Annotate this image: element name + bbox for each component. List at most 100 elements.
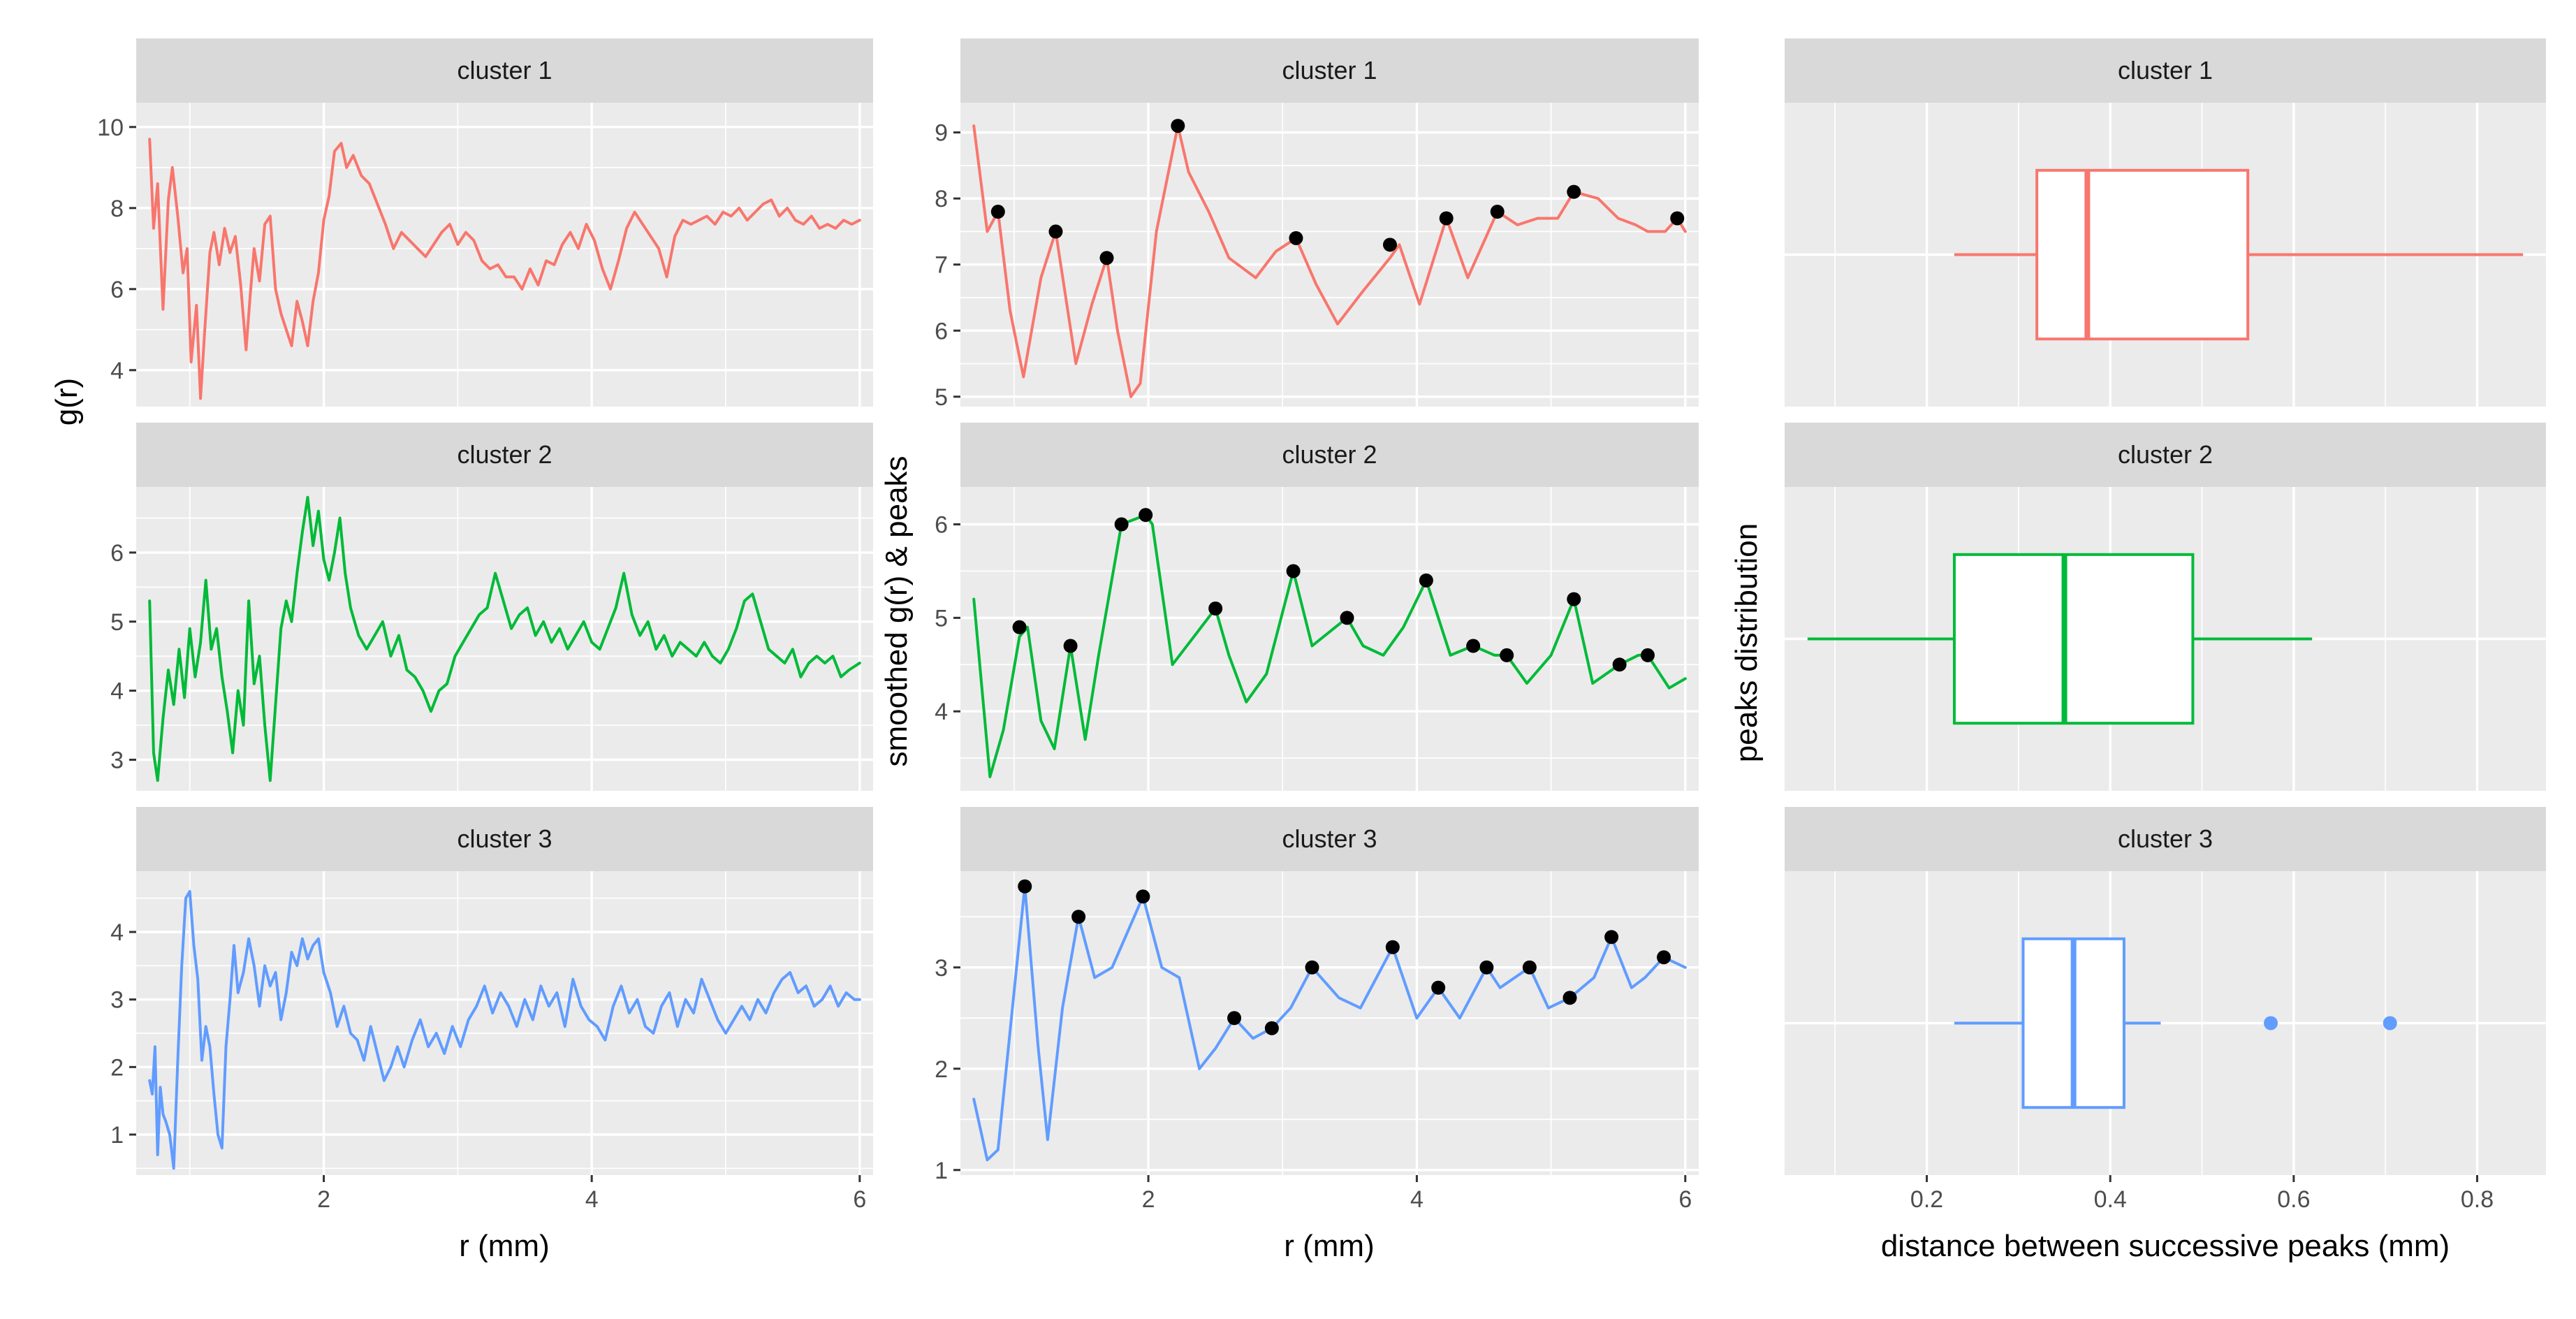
peaks-panel-3-outlier <box>2264 1016 2278 1030</box>
smoothed-panel-3-peak-point <box>1264 1021 1279 1035</box>
smoothed-panel-3-peak-point <box>1071 910 1086 924</box>
peaks-panel-3-outlier <box>2383 1016 2397 1030</box>
smoothed-panel-2-peak-point <box>1466 639 1481 653</box>
raw-panel-2-ytick-label: 4 <box>110 678 124 705</box>
raw-panel-2-strip-label: cluster 2 <box>457 440 552 469</box>
smoothed-panel-1-peak-point <box>1490 205 1505 219</box>
smoothed-panel-1-peak-point <box>1382 238 1397 252</box>
smoothed-panel-3-peak-point <box>1479 960 1494 975</box>
smoothed-panel-3-xtick-label: 6 <box>1678 1186 1692 1213</box>
peaks-panel-1-strip-label: cluster 1 <box>2118 56 2213 85</box>
peaks-panel-3-xtick-label: 0.2 <box>1910 1186 1943 1213</box>
smoothed-panel-3-peak-point <box>1385 940 1400 954</box>
raw-panel-1-series-line <box>148 138 861 400</box>
smoothed-panel-3-ytick-label: 1 <box>935 1158 948 1184</box>
raw-panel-1-strip <box>136 38 873 103</box>
peaks-panel-2: cluster 2 <box>1785 423 2546 791</box>
smoothed-panel-2-peak-point <box>1012 620 1027 634</box>
peaks-xlabel: distance between successive peaks (mm) <box>1881 1229 2450 1263</box>
raw-panel-1-background <box>136 103 873 407</box>
smoothed-panel-2-strip <box>960 423 1699 487</box>
raw-panel-1-ytick-label: 4 <box>110 358 124 384</box>
smoothed-panel-3-xtick-label: 2 <box>1142 1186 1155 1213</box>
raw-panel-3: cluster 3 1 2 3 4 2 4 6 <box>110 807 873 1213</box>
raw-panel-3-ytick-label: 2 <box>110 1054 124 1081</box>
smoothed-panel-1-peak-point <box>1670 211 1685 226</box>
peaks-panel-2-box <box>1952 553 2195 725</box>
raw-panel-2-ytick-label: 5 <box>110 609 124 636</box>
raw-panel-3-xtick-label: 4 <box>585 1186 599 1213</box>
raw-panel-3-xtick-label: 6 <box>853 1186 866 1213</box>
raw-xlabel: r (mm) <box>459 1229 550 1263</box>
raw-panel-2-series-line <box>148 495 861 782</box>
smoothed-ylabel: smoothed g(r) & peaks <box>879 456 914 766</box>
raw-panel-3-background <box>136 871 873 1175</box>
peaks-ylabel: peaks distribution <box>1729 523 1764 762</box>
smoothed-panel-3-peak-point <box>1136 889 1150 904</box>
smoothed-panel-2-ytick-label: 5 <box>935 605 948 632</box>
smoothed-panel-1: cluster 1 5 6 7 8 9 <box>935 38 1699 411</box>
smoothed-panel-2-ytick-label: 4 <box>935 699 948 725</box>
smoothed-panel-1-peak-point <box>1171 119 1185 133</box>
smoothed-panel-3-background <box>960 871 1699 1175</box>
raw-panel-3-ytick-label: 3 <box>110 987 124 1014</box>
smoothed-panel-1-peak-point <box>1567 184 1581 199</box>
raw-panel-3-series-line <box>148 890 861 1170</box>
smoothed-panel-3-peak-point <box>1431 980 1446 995</box>
smoothed-panel-2-peak-point <box>1340 611 1354 625</box>
raw-panel-3-ytick-label: 4 <box>110 919 124 946</box>
peaks-panel-3-strip <box>1785 807 2546 871</box>
smoothed-panel-1-ytick-label: 7 <box>935 252 948 279</box>
peaks-panel-3-xtick-label: 0.8 <box>2461 1186 2494 1213</box>
smoothed-panel-3-ytick-label: 3 <box>935 955 948 982</box>
smoothed-panel-1-background <box>960 103 1699 407</box>
peaks-panel-1: cluster 1 <box>1785 38 2546 407</box>
smoothed-panel-1-ytick-label: 6 <box>935 318 948 344</box>
smoothed-panel-1-peak-point <box>990 205 1005 219</box>
smoothed-panel-2-background <box>960 487 1699 791</box>
raw-panel-2-strip <box>136 423 873 487</box>
raw-panel-2-background <box>136 487 873 791</box>
smoothed-panel-2-peak-point <box>1567 592 1581 606</box>
smoothed-panel-3-peak-point <box>1604 930 1619 945</box>
peaks-panel-3-strip-label: cluster 3 <box>2118 824 2213 853</box>
raw-panel-2-ytick-label: 6 <box>110 540 124 567</box>
smoothed-panel-2-ytick-label: 6 <box>935 512 948 539</box>
smoothed-panel-2-peak-point <box>1286 564 1301 578</box>
smoothed-panel-1-peak-point <box>1439 211 1454 226</box>
smoothed-panel-1-peak-point <box>1048 224 1063 239</box>
smoothed-panel-3-peak-point <box>1563 991 1577 1005</box>
raw-panel-3-ytick-label: 1 <box>110 1122 124 1149</box>
raw-panel-3-strip <box>136 807 873 871</box>
smoothed-panel-3-strip-label: cluster 3 <box>1282 824 1377 853</box>
smoothed-panel-1-strip <box>960 38 1699 103</box>
smoothed-panel-1-peak-point <box>1289 231 1303 245</box>
smoothed-panel-2-peak-point <box>1139 508 1153 523</box>
peaks-panel-1-box <box>2035 168 2250 341</box>
raw-panel-2-ytick-label: 3 <box>110 748 124 774</box>
smoothed-panel-2-peak-point <box>1063 639 1078 653</box>
smoothed-panel-3-peak-point <box>1018 879 1032 894</box>
smoothed-panel-3-ytick-label: 2 <box>935 1056 948 1083</box>
raw-panel-1: cluster 1 4 6 8 10 <box>97 38 873 407</box>
smoothed-panel-3-peak-point <box>1227 1011 1242 1026</box>
smoothed-panel-3-peak-point <box>1305 960 1319 975</box>
smoothed-panel-2-strip-label: cluster 2 <box>1282 440 1377 469</box>
smoothed-panel-3-xtick-label: 4 <box>1410 1186 1424 1213</box>
smoothed-panel-2-peak-point <box>1114 517 1129 532</box>
smoothed-panel-2-peak-point <box>1612 657 1627 672</box>
peaks-panel-2-strip <box>1785 423 2546 487</box>
smoothed-panel-2-peak-point <box>1419 573 1433 588</box>
smoothed-panel-2: cluster 2 4 5 6 <box>935 423 1699 791</box>
raw-panel-1-strip-label: cluster 1 <box>457 56 552 85</box>
smoothed-panel-2-peak-point <box>1208 602 1223 615</box>
smoothed-xlabel: r (mm) <box>1284 1229 1375 1263</box>
peaks-panel-2-strip-label: cluster 2 <box>2118 440 2213 469</box>
raw-ylabel: g(r) <box>50 378 84 425</box>
raw-panel-3-xtick-label: 2 <box>317 1186 330 1213</box>
peaks-panel-3: cluster 3 0.2 0.4 0.6 0.8 <box>1785 807 2546 1213</box>
raw-panel-1-ytick-label: 10 <box>97 115 124 141</box>
raw-panel-2: cluster 2 3 4 5 6 <box>110 423 873 791</box>
smoothed-panel-1-peak-point <box>1099 251 1114 265</box>
